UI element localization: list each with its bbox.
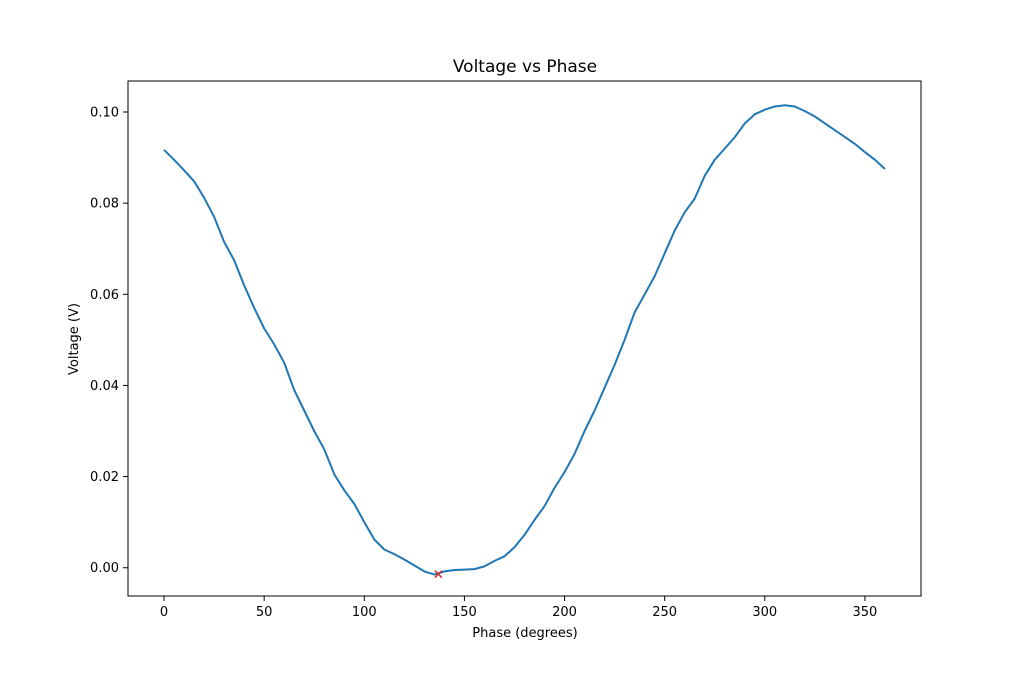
x-tick-label: 300 (752, 605, 777, 620)
axes: 0 50 100 150 200 250 300 350 0.00 0.02 0.04 0.06 0.0… (90, 80, 922, 620)
y-tick-label: 0.00 (90, 561, 119, 576)
x-tick-label: 200 (552, 605, 577, 620)
y-axis-label: Voltage (V) (67, 303, 82, 375)
y-tick-label: 0.10 (90, 105, 119, 120)
x-tick-label: 150 (452, 605, 477, 620)
x-tick-label: 0 (160, 605, 168, 620)
y-tick-label: 0.02 (90, 470, 119, 485)
plot-area (163, 104, 886, 579)
y-tick-label: 0.06 (90, 288, 119, 303)
x-tick-label: 100 (352, 605, 377, 620)
chart-title: Voltage vs Phase (453, 57, 597, 77)
y-tick-label: 0.08 (90, 197, 119, 212)
series-line-0 (163, 104, 886, 576)
x-tick-label: 50 (256, 605, 273, 620)
x-axis-label: Phase (degrees) (472, 626, 577, 641)
y-tick-label: 0.04 (90, 379, 119, 394)
min-marker (434, 570, 443, 579)
x-tick-label: 250 (652, 605, 677, 620)
plot-frame (127, 80, 922, 597)
x-tick-label: 350 (853, 605, 878, 620)
